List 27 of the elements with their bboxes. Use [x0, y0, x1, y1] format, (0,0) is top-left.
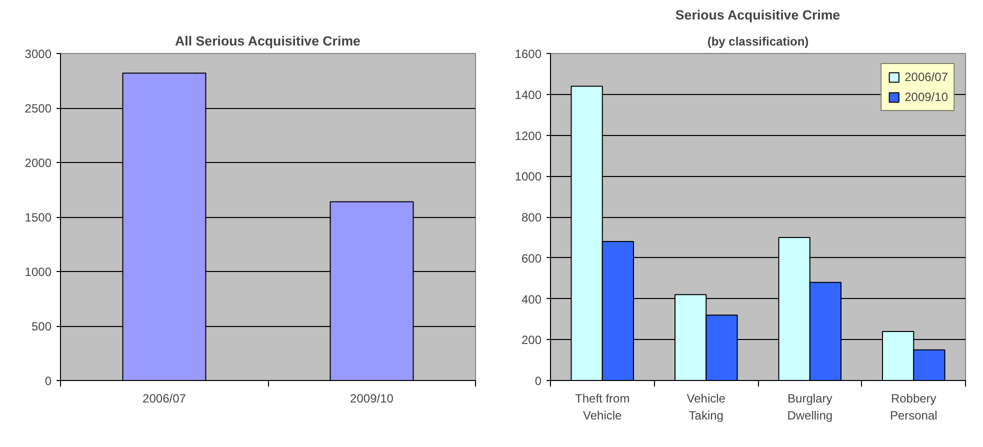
x-tick-label: 2009/10 [350, 392, 394, 406]
y-tick-label: 2000 [24, 156, 52, 170]
y-tick-label: 3000 [24, 47, 52, 61]
y-tick-label: 800 [521, 210, 542, 224]
y-tick-label: 2500 [24, 102, 52, 116]
legend-label: 2006/07 [904, 70, 948, 84]
y-tick-label: 1400 [514, 88, 542, 102]
y-tick-label: 1200 [514, 128, 542, 143]
chart-title: All Serious Acquisitive Crime [175, 34, 360, 48]
y-tick-label: 1500 [24, 210, 52, 224]
chart-title: Serious Acquisitive Crime [675, 8, 840, 22]
y-tick-label: 600 [521, 251, 542, 266]
y-tick-label: 0 [534, 374, 542, 388]
y-tick-label: 0 [44, 374, 52, 388]
y-tick-label: 500 [31, 320, 52, 334]
legend-label: 2009/10 [904, 90, 948, 104]
x-tick-label: Vehicle Taking [686, 392, 726, 422]
y-tick-label: 400 [521, 292, 542, 306]
x-tick-label: Burglary Dwelling [787, 392, 833, 422]
x-tick-label: Theft from Vehicle [575, 392, 630, 422]
y-tick-label: 1600 [514, 47, 542, 61]
chart-subtitle: (by classification) [707, 34, 809, 48]
x-tick-label: 2006/07 [142, 392, 186, 406]
y-tick-label: 1000 [514, 170, 542, 184]
y-tick-label: 200 [521, 333, 542, 348]
x-tick-label: Robbery Personal [890, 392, 938, 422]
y-tick-label: 1000 [24, 265, 52, 279]
